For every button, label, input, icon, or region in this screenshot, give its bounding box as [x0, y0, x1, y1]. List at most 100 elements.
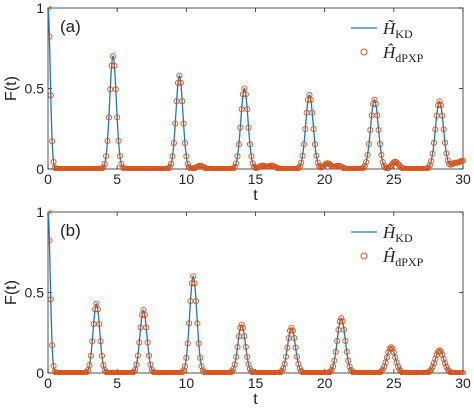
- data-point: [437, 348, 444, 355]
- data-point: [281, 360, 288, 367]
- data-point: [116, 153, 123, 160]
- data-point: [180, 120, 187, 127]
- x-tick-label: 10: [179, 375, 195, 391]
- data-point: [340, 326, 348, 333]
- data-point: [429, 363, 436, 370]
- data-point: [238, 321, 245, 328]
- data-point: [50, 362, 57, 369]
- data-point: [379, 366, 386, 373]
- data-point: [439, 112, 446, 119]
- legend-label-main: H̃: [382, 223, 397, 242]
- data-point: [436, 347, 443, 354]
- data-point: [188, 280, 195, 287]
- data-point: [87, 352, 94, 359]
- data-point: [231, 163, 238, 170]
- x-tick-label: 30: [455, 375, 471, 391]
- data-point: [378, 151, 385, 158]
- y-tick-label: 0.5: [25, 81, 45, 97]
- data-point: [100, 164, 107, 171]
- data-point: [329, 363, 337, 370]
- data-point: [172, 120, 179, 127]
- data-point: [181, 363, 188, 370]
- data-point: [108, 62, 115, 69]
- data-point: [310, 126, 317, 133]
- data-point: [144, 339, 151, 346]
- data-point: [48, 92, 54, 99]
- data-point: [177, 79, 184, 86]
- data-point: [242, 91, 249, 98]
- data-point: [141, 311, 148, 319]
- data-point: [379, 158, 386, 166]
- data-point: [179, 369, 186, 375]
- data-point: [114, 114, 121, 121]
- data-point: [241, 333, 248, 340]
- data-point: [334, 337, 341, 344]
- data-point: [295, 165, 302, 171]
- data-point: [430, 139, 438, 146]
- y-tick-label: 0: [36, 365, 44, 381]
- data-point: [365, 140, 372, 148]
- data-point: [367, 126, 374, 134]
- data-point: [426, 368, 433, 375]
- data-point: [192, 298, 200, 305]
- legend-marker-swatch: [360, 48, 368, 56]
- data-point: [428, 157, 435, 165]
- data-point: [198, 363, 205, 370]
- data-point: [166, 164, 173, 171]
- data-point: [49, 342, 56, 349]
- legend-label-main: Ĥ: [382, 247, 397, 266]
- legend-label: ĤdPXP: [382, 247, 424, 269]
- data-point: [311, 141, 319, 148]
- data-point: [441, 139, 449, 146]
- data-point: [195, 340, 202, 347]
- data-point: [242, 343, 249, 351]
- data-point: [91, 306, 99, 313]
- data-point: [437, 102, 444, 109]
- x-tick-label: 25: [386, 171, 402, 187]
- data-point: [300, 141, 307, 148]
- y-axis-label: F(t): [3, 76, 20, 101]
- data-point: [245, 124, 252, 131]
- data-point: [439, 351, 446, 358]
- data-point: [298, 159, 305, 166]
- data-point: [426, 162, 433, 169]
- data-point: [432, 355, 439, 362]
- x-tick-label: 0: [44, 375, 52, 391]
- data-point: [115, 137, 122, 144]
- x-tick-label: 10: [179, 171, 195, 187]
- data-point: [248, 153, 255, 160]
- data-point: [170, 139, 177, 147]
- x-axis-label: t: [253, 391, 258, 408]
- data-point: [183, 354, 190, 361]
- data-point: [364, 151, 371, 158]
- data-point: [440, 126, 447, 133]
- data-point: [181, 139, 188, 147]
- x-axis-label: t: [253, 187, 258, 204]
- data-point: [48, 296, 54, 303]
- data-point: [435, 348, 442, 355]
- data-point: [239, 324, 247, 331]
- data-point: [299, 152, 306, 159]
- data-point: [361, 162, 368, 170]
- data-point: [331, 357, 338, 364]
- data-point: [104, 137, 111, 144]
- data-point: [241, 85, 248, 92]
- data-point: [174, 79, 182, 86]
- data-point: [378, 368, 385, 375]
- data-point: [233, 160, 240, 167]
- x-tick-label: 0: [44, 171, 52, 187]
- data-point: [249, 160, 256, 167]
- data-point: [441, 360, 449, 367]
- data-point: [440, 355, 447, 362]
- data-point: [186, 320, 193, 327]
- data-point: [145, 352, 153, 359]
- data-point: [112, 86, 119, 93]
- data-point: [234, 153, 241, 160]
- data-point: [50, 158, 57, 165]
- data-point: [444, 157, 451, 164]
- data-point: [316, 163, 323, 170]
- legend-box: [345, 216, 459, 270]
- x-tick-label: 20: [317, 375, 333, 391]
- legend-label: ĤdPXP: [382, 43, 424, 65]
